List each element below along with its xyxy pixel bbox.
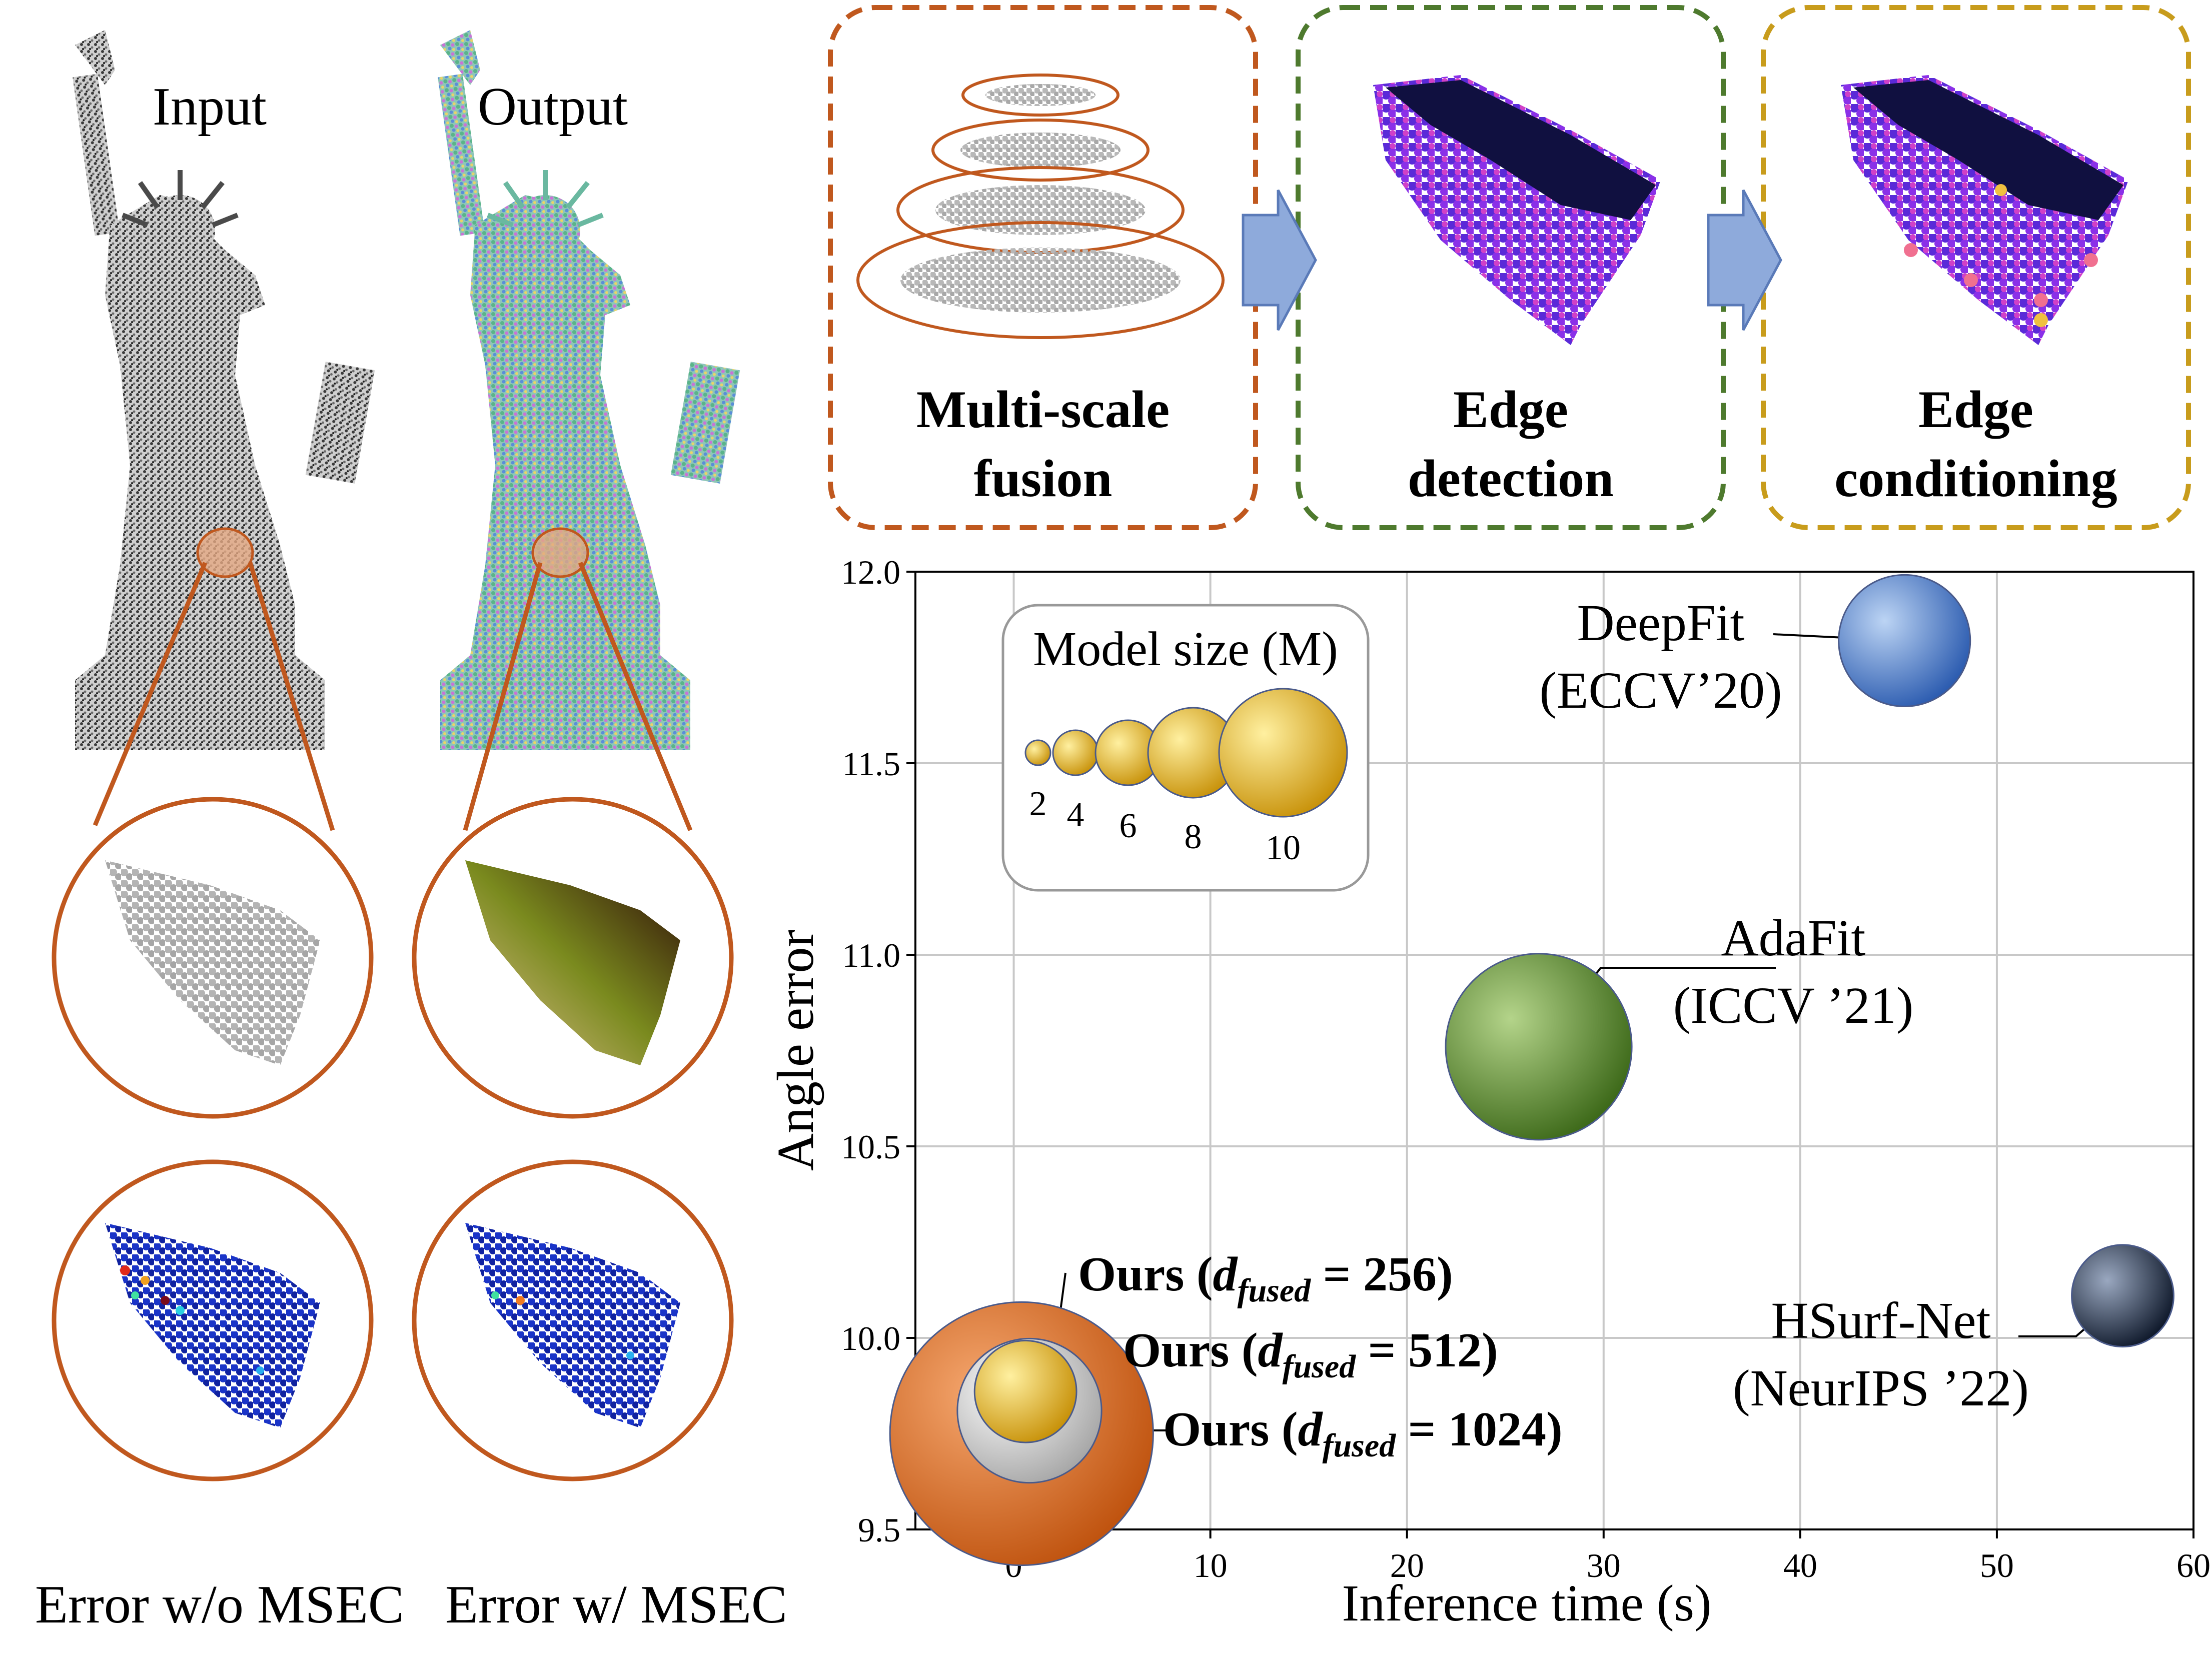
size-legend-label: 6 — [1120, 807, 1137, 845]
chart-bubbles — [889, 574, 2174, 1566]
hsurfnet-venue: (NeurIPS ’22) — [1733, 1359, 2029, 1417]
size-legend-label: 8 — [1185, 818, 1202, 856]
size-legend-label: 10 — [1266, 829, 1301, 867]
ours-labels: Ours (dfused = 256) Ours (dfused = 512) Ou… — [1078, 1247, 1563, 1464]
y-axis-title: Angle error — [767, 930, 824, 1171]
y-tick-label: 11.5 — [842, 745, 900, 783]
size-legend-label: 2 — [1029, 785, 1047, 823]
ours-label: Ours (dfused = 1024) — [1163, 1402, 1563, 1464]
size-legend-bubble — [1052, 729, 1099, 776]
error-wo-msec-label: Error w/o MSEC — [35, 1575, 404, 1634]
output-label: Output — [478, 77, 628, 137]
y-tick-label: 11.0 — [842, 936, 900, 974]
block-3-line2: conditioning — [1834, 449, 2117, 508]
adafit-name: AdaFit — [1721, 909, 1866, 967]
plot-frame — [914, 571, 2194, 1530]
block-3-line1: Edge — [1918, 380, 2033, 439]
x-tick-label: 50 — [1980, 1546, 2014, 1584]
deepfit-bubble — [1838, 574, 1971, 707]
x-tick-label: 60 — [2176, 1546, 2210, 1584]
input-label: Input — [153, 77, 267, 137]
block-edge-detection-label: Edge detection — [1298, 375, 1723, 513]
deepfit-venue: (ECCV’20) — [1539, 662, 1782, 719]
pipeline-graphics — [828, 5, 2191, 530]
chart-ticks: 01020304050609.510.010.511.011.512.0 — [841, 553, 2210, 1584]
size-legend-bubble — [1024, 739, 1051, 766]
y-tick-label: 12.0 — [841, 553, 900, 591]
zoom-circles — [52, 562, 734, 1481]
x-tick-label: 30 — [1587, 1546, 1621, 1584]
block-multiscale-fusion-label: Multi-scale fusion — [830, 375, 1256, 513]
size-legend-bubble — [1218, 688, 1348, 818]
adafit-venue: (ICCV ’21) — [1673, 977, 1914, 1034]
input-statue-pointcloud — [73, 30, 375, 750]
block-1-line2: fusion — [973, 449, 1113, 508]
size-legend-title: Model size (M) — [1033, 622, 1338, 676]
x-axis-title: Inference time (s) — [1342, 1574, 1711, 1632]
x-tick-label: 10 — [1194, 1546, 1228, 1584]
output-statue-normals — [438, 30, 740, 750]
block-2-line2: detection — [1407, 449, 1614, 508]
error-w-msec-label: Error w/ MSEC — [445, 1575, 787, 1634]
hsurfnet-name: HSurf-Net — [1771, 1292, 1990, 1349]
ours-label: Ours (dfused = 512) — [1123, 1323, 1498, 1385]
size-legend-label: 4 — [1067, 796, 1084, 834]
block-2-line1: Edge — [1453, 380, 1568, 439]
adafit-bubble — [1445, 953, 1633, 1141]
pipeline: Multi-scale fusion Edge detection Edge c… — [810, 0, 2212, 540]
ours-label: Ours (dfused = 256) — [1078, 1247, 1453, 1309]
block-edge-conditioning-label: Edge conditioning — [1763, 375, 2188, 513]
ours-256-bubble — [973, 1339, 1077, 1443]
y-tick-label: 9.5 — [858, 1511, 900, 1549]
hsurfnet-bubble — [2071, 1244, 2174, 1348]
left-panel: Input Output — [0, 0, 810, 1657]
block-1-line1: Multi-scale — [916, 380, 1170, 439]
y-tick-label: 10.5 — [841, 1128, 900, 1166]
x-tick-label: 40 — [1783, 1546, 1817, 1584]
y-tick-label: 10.0 — [841, 1319, 900, 1357]
size-legend-bubbles: 2 4 6 8 10 — [1024, 688, 1348, 867]
deepfit-name: DeepFit — [1577, 594, 1744, 652]
x-tick-label: 20 — [1390, 1546, 1424, 1584]
